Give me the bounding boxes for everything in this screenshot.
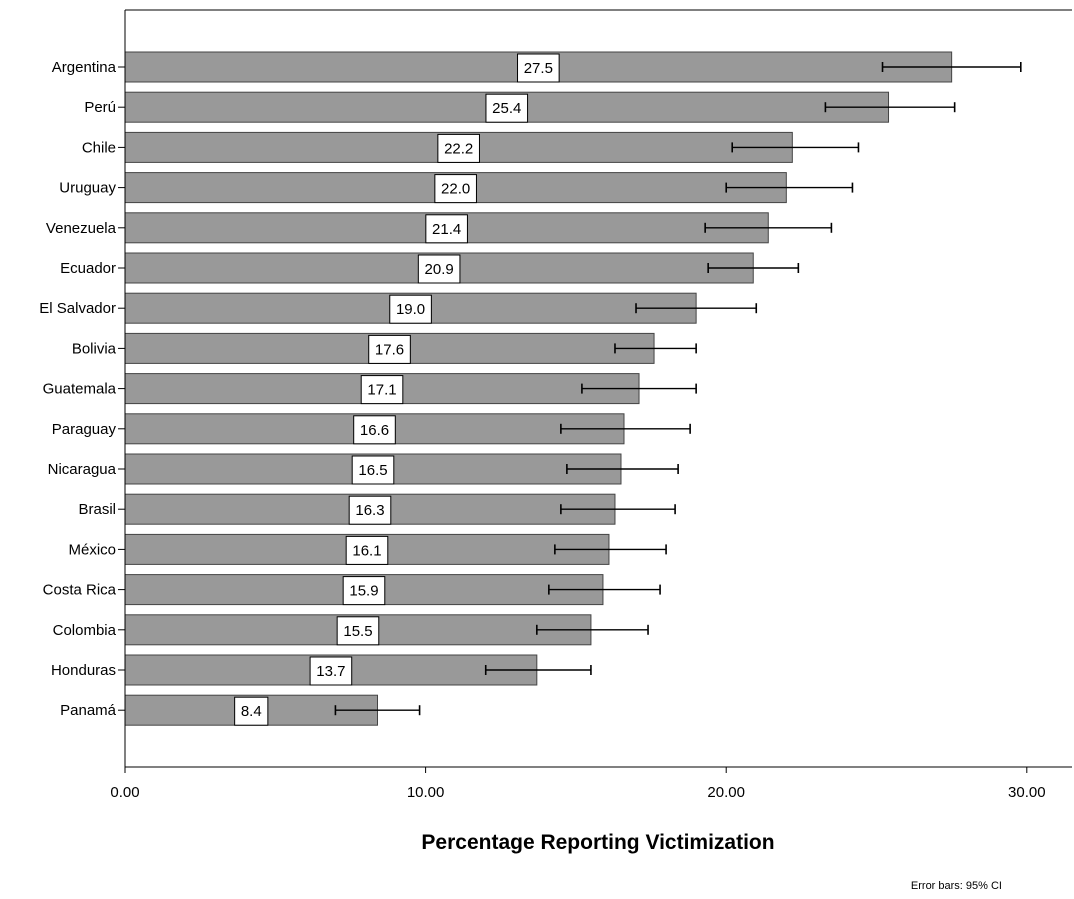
value-label-box: [342, 576, 386, 606]
category-label: México: [68, 541, 116, 558]
bar-group: Chile 22.2: [82, 131, 860, 163]
value-label: 25.4: [492, 100, 521, 117]
bar-group: México 16.1: [68, 533, 667, 565]
value-label-box: [309, 656, 353, 686]
category-label: El Salvador: [39, 300, 116, 317]
bar-group: Ecuador 20.9: [60, 252, 800, 284]
value-label: 17.1: [367, 382, 396, 399]
value-label: 21.4: [432, 221, 461, 238]
category-label: Chile: [82, 139, 116, 156]
category-label: Nicaragua: [48, 461, 117, 478]
value-label-box: [434, 174, 477, 204]
category-label: Brasil: [78, 501, 116, 518]
category-label: Honduras: [51, 662, 116, 679]
value-label: 22.2: [444, 140, 473, 157]
value-label-box: [360, 375, 404, 405]
x-axis-title: Percentage Reporting Victimization: [421, 831, 774, 854]
error-bar-note: Error bars: 95% CI: [911, 880, 1002, 892]
bar-group: El Salvador 19.0: [39, 292, 758, 324]
value-label-box: [425, 214, 468, 244]
bar-group: Honduras 13.7: [51, 654, 592, 686]
value-label-box: [485, 93, 529, 123]
value-label: 22.0: [441, 181, 470, 198]
x-tick-label: 30.00: [1008, 784, 1046, 801]
value-label: 17.6: [375, 341, 404, 358]
bar-group: Brasil 16.3: [78, 493, 676, 525]
category-label: Uruguay: [59, 180, 116, 197]
value-label-box: [345, 535, 389, 565]
category-label: Ecuador: [60, 260, 116, 277]
category-label: Venezuela: [46, 220, 117, 237]
value-label: 16.3: [355, 502, 384, 519]
value-label-box: [353, 415, 396, 445]
category-label: Bolivia: [72, 340, 117, 357]
bar-group: Paraguay 16.6: [52, 413, 691, 445]
value-label-box: [336, 616, 380, 646]
value-label: 13.7: [316, 663, 345, 680]
value-label-box: [437, 133, 480, 163]
value-label: 8.4: [241, 703, 262, 720]
bar-group: Colombia 15.5: [53, 614, 649, 646]
x-tick-label: 20.00: [707, 784, 745, 801]
bars-layer: Argentina 27.5 Perú 25.4 Chile 22.2 Uruguay 22.…: [39, 51, 1022, 726]
category-label: Argentina: [52, 59, 117, 76]
bar-group: Argentina 27.5: [52, 51, 1022, 83]
category-label: Perú: [84, 99, 116, 116]
value-label-box: [417, 254, 461, 284]
bar-group: Uruguay 22.0: [59, 172, 854, 204]
value-label-box: [368, 334, 411, 364]
bar-group: Bolivia 17.6: [72, 332, 697, 364]
bar-group: Venezuela 21.4: [46, 212, 833, 244]
value-label-box: [517, 53, 560, 83]
value-label: 20.9: [425, 261, 454, 278]
value-label-box: [351, 455, 395, 485]
category-label: Costa Rica: [43, 582, 117, 599]
axes-layer: 0.00 10.00 20.00 30.00: [110, 9, 1072, 801]
value-label: 16.6: [360, 422, 389, 439]
bar-group: Nicaragua 16.5: [48, 453, 679, 485]
category-label: Guatemala: [43, 381, 117, 398]
value-label-box: [234, 696, 269, 726]
value-label: 15.9: [349, 583, 378, 600]
value-label: 15.5: [343, 623, 372, 640]
category-label: Colombia: [53, 622, 117, 639]
value-label: 16.5: [358, 462, 387, 479]
value-label: 16.1: [352, 542, 381, 559]
bar-group: Panamá 8.4: [60, 694, 421, 726]
value-label: 19.0: [396, 301, 425, 318]
bar-group: Perú 25.4: [84, 91, 956, 123]
bar-group: Guatemala 17.1: [43, 373, 697, 405]
x-tick-label: 10.00: [407, 784, 445, 801]
value-label-box: [389, 294, 432, 324]
category-label: Panamá: [60, 702, 117, 719]
value-label: 27.5: [524, 60, 553, 77]
category-label: Paraguay: [52, 421, 117, 438]
x-tick-label: 0.00: [110, 784, 139, 801]
bar-group: Costa Rica 15.9: [43, 574, 661, 606]
value-label-box: [348, 495, 392, 525]
